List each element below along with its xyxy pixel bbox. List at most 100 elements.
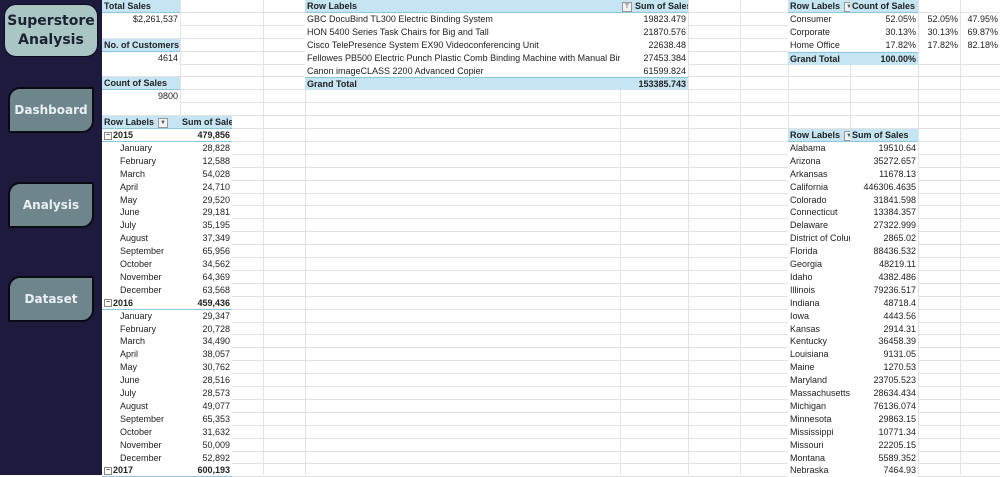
month-label[interactable]: July [102, 219, 180, 233]
month-value[interactable]: 28,828 [180, 141, 232, 155]
pivot-header-sum[interactable]: ⊤ Sum of Sales [620, 0, 688, 13]
state-label[interactable]: Arkansas [788, 167, 850, 181]
segment-value[interactable]: 30.13% [850, 25, 918, 39]
segment-value[interactable]: 52.05% [850, 12, 918, 26]
collapse-icon[interactable]: − [104, 299, 112, 308]
state-label[interactable]: Connecticut [788, 206, 850, 220]
state-sales[interactable]: 4382.486 [850, 270, 918, 284]
state-sales[interactable]: 29863.15 [850, 412, 918, 426]
state-sales[interactable]: 11678.13 [850, 167, 918, 181]
month-value[interactable]: 52,892 [180, 451, 232, 465]
kpi-value[interactable]: $2,261,537 [102, 12, 180, 26]
month-label[interactable]: August [102, 399, 180, 413]
month-label[interactable]: May [102, 193, 180, 207]
month-label[interactable]: July [102, 387, 180, 400]
state-label[interactable]: Iowa [788, 309, 850, 323]
state-sales[interactable]: 2914.31 [850, 322, 918, 336]
state-label[interactable]: Louisiana [788, 348, 850, 362]
month-value[interactable]: 28,516 [180, 374, 232, 388]
year-row[interactable]: −2015 [102, 129, 180, 142]
year-row[interactable]: −2016 [102, 296, 180, 310]
state-sales[interactable]: 31841.598 [850, 193, 918, 207]
state-sales[interactable]: 1270.53 [850, 361, 918, 375]
pivot-header-sum[interactable]: Sum of Sales [850, 129, 918, 142]
month-label[interactable]: December [102, 283, 180, 297]
state-label[interactable]: Maryland [788, 374, 850, 388]
month-value[interactable]: 29,347 [180, 309, 232, 323]
grand-total-label[interactable]: Grand Total [788, 51, 850, 65]
month-value[interactable]: 12,588 [180, 154, 232, 168]
analysis-button[interactable]: Analysis [8, 182, 94, 228]
month-label[interactable]: February [102, 154, 180, 168]
state-label[interactable]: Mississippi [788, 425, 850, 439]
kpi-value[interactable]: 4614 [102, 51, 180, 65]
product-sales[interactable]: 27453.384 [620, 51, 688, 65]
state-sales[interactable]: 13384.357 [850, 206, 918, 220]
state-sales[interactable]: 7464.93 [850, 464, 918, 477]
product-name[interactable]: GBC DocuBind TL300 Electric Binding Syst… [305, 12, 620, 26]
product-sales[interactable]: 21870.576 [620, 25, 688, 39]
product-name[interactable]: HON 5400 Series Task Chairs for Big and … [305, 25, 620, 39]
kpi-label[interactable]: Total Sales [102, 0, 180, 13]
state-sales[interactable]: 48219.11 [850, 258, 918, 271]
collapse-icon[interactable]: − [104, 131, 112, 140]
product-sales[interactable]: 22638.48 [620, 38, 688, 52]
year-total[interactable]: 459,436 [180, 296, 232, 310]
segment-label[interactable]: Corporate [788, 25, 850, 39]
month-label[interactable]: April [102, 180, 180, 194]
month-label[interactable]: September [102, 412, 180, 426]
month-label[interactable]: April [102, 348, 180, 362]
state-sales[interactable]: 79236.517 [850, 283, 918, 297]
segment-remainder[interactable]: 69.87% [961, 25, 1000, 39]
segment-label[interactable]: Home Office [788, 38, 850, 52]
month-value[interactable]: 38,057 [180, 348, 232, 362]
spreadsheet-grid[interactable]: Total Sales $2,261,537 No. of Customers 461… [102, 0, 1000, 477]
filter-dropdown-icon[interactable]: ▼ [158, 117, 169, 128]
segment-share[interactable]: 17.82% [919, 38, 960, 52]
month-value[interactable]: 65,353 [180, 412, 232, 426]
sort-filter-icon[interactable]: ⊤ [622, 1, 632, 12]
segment-value[interactable]: 17.82% [850, 38, 918, 52]
year-total[interactable]: 479,856 [180, 129, 232, 142]
state-sales[interactable]: 28634.434 [850, 387, 918, 400]
state-label[interactable]: Michigan [788, 399, 850, 413]
month-value[interactable]: 28,573 [180, 387, 232, 400]
state-sales[interactable]: 2865.02 [850, 232, 918, 246]
segment-share[interactable]: 52.05% [919, 12, 960, 26]
month-value[interactable]: 30,762 [180, 361, 232, 375]
state-label[interactable]: Maine [788, 361, 850, 375]
product-name[interactable]: Fellowes PB500 Electric Punch Plastic Co… [305, 51, 620, 65]
month-label[interactable]: June [102, 374, 180, 388]
kpi-label[interactable]: Count of Sales [102, 77, 180, 91]
pivot-header-count[interactable]: Count of Sales [850, 0, 918, 13]
state-label[interactable]: District of Colun [788, 232, 850, 246]
segment-remainder[interactable]: 82.18% [961, 38, 1000, 52]
month-value[interactable]: 63,568 [180, 283, 232, 297]
year-row[interactable]: −2017 [102, 464, 180, 477]
product-sales[interactable]: 61599.824 [620, 64, 688, 78]
month-label[interactable]: February [102, 322, 180, 336]
state-label[interactable]: Montana [788, 451, 850, 465]
segment-remainder[interactable]: 47.95% [961, 12, 1000, 26]
month-label[interactable]: January [102, 141, 180, 155]
month-label[interactable]: March [102, 167, 180, 181]
state-sales[interactable]: 76136.074 [850, 399, 918, 413]
month-label[interactable]: October [102, 425, 180, 439]
state-sales[interactable]: 48718.4 [850, 296, 918, 310]
state-sales[interactable]: 19510.64 [850, 141, 918, 155]
state-label[interactable]: Massachusetts [788, 387, 850, 400]
state-label[interactable]: Florida [788, 245, 850, 259]
grand-total-label[interactable]: Grand Total [305, 77, 620, 91]
state-sales[interactable]: 36458.39 [850, 335, 918, 349]
segment-share[interactable]: 30.13% [919, 25, 960, 39]
dashboard-button[interactable]: Dashboard [8, 87, 94, 133]
state-sales[interactable]: 88436.532 [850, 245, 918, 259]
state-label[interactable]: Delaware [788, 219, 850, 233]
state-label[interactable]: Kentucky [788, 335, 850, 349]
month-value[interactable]: 29,520 [180, 193, 232, 207]
year-total[interactable]: 600,193 [180, 464, 232, 477]
month-label[interactable]: November [102, 438, 180, 452]
state-label[interactable]: Nebraska [788, 464, 850, 477]
segment-label[interactable]: Consumer [788, 12, 850, 26]
month-label[interactable]: October [102, 258, 180, 271]
